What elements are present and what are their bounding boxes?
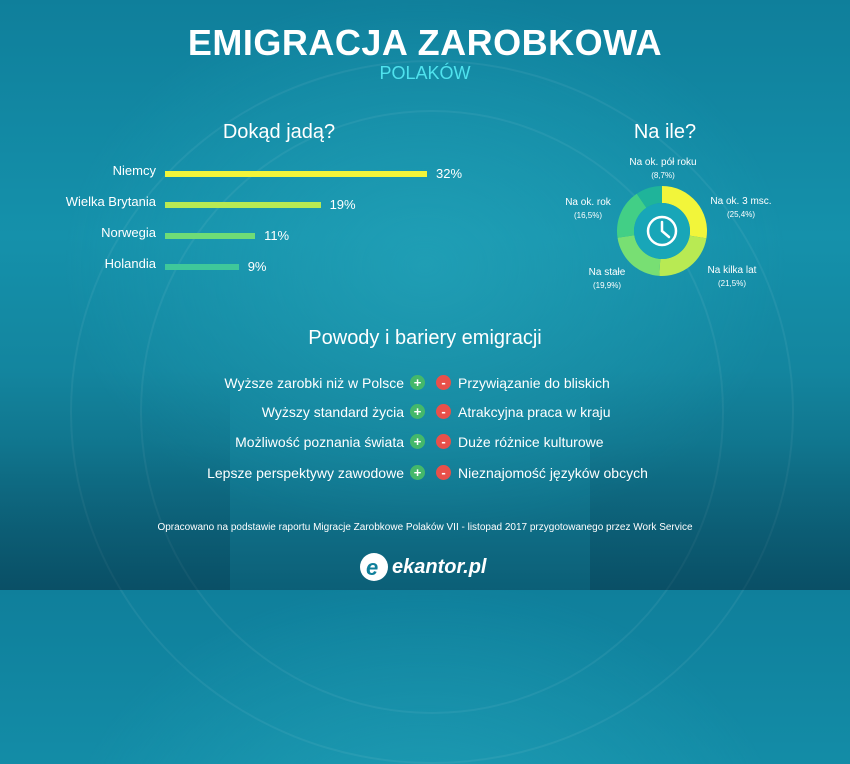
donut-label-kilka-lat: Na kilka lat (21,5%) [700, 264, 764, 290]
donut-label-text: Na ok. pół roku [629, 157, 697, 168]
destinations-bar-chart: Niemcy 32% Wielka Brytania 19% Norwegia 11% Ho… [0, 0, 850, 300]
logo-text: ekantor.pl [392, 556, 487, 578]
donut-label-value: (21,5%) [717, 279, 746, 288]
bar-category-label: Niemcy [112, 163, 156, 178]
ekantor-logo[interactable]: e ekantor.pl [360, 553, 500, 583]
bar-value-label: 9% [247, 259, 267, 274]
donut-label-value: (8,7%) [651, 171, 675, 180]
bar-category-label: Wielka Brytania [65, 194, 156, 209]
reason-row: Wyższe zarobki niż w Polsce + - Przywiąz… [0, 375, 850, 397]
donut-label-pol-roku: Na ok. pół roku (8,7%) [611, 156, 715, 182]
donut-slice [662, 186, 707, 239]
duration-heading: Na ile? [633, 121, 697, 143]
donut-slice [617, 235, 661, 276]
reason-plus: Wyższy standard życia [261, 404, 404, 420]
reason-minus: Przywiązanie do bliskich [458, 375, 610, 391]
reason-minus: Duże różnice kulturowe [458, 434, 604, 450]
bar [165, 233, 256, 239]
bar [165, 264, 239, 270]
logo-circle [360, 553, 388, 581]
bar-value-label: 19% [329, 197, 356, 212]
clock-icon [646, 215, 678, 247]
bar-category-label: Norwegia [101, 225, 156, 240]
reason-minus: Atrakcyjna praca w kraju [458, 404, 611, 420]
donut-slice [617, 193, 647, 238]
donut-label-ok-rok: Na ok. rok (16,5%) [560, 196, 616, 222]
bar-category-label: Holandia [104, 256, 156, 271]
plus-icon: + [410, 465, 425, 480]
donut-label-value: (19,9%) [592, 281, 621, 290]
minus-icon: - [436, 434, 451, 449]
bar-value-label: 11% [264, 228, 290, 243]
reason-plus: Możliwość poznania świata [235, 434, 404, 450]
donut-label-na-stale: Na stałe (19,9%) [579, 266, 635, 292]
page-title: EMIGRACJA ZAROBKOWA [187, 22, 663, 63]
bar-value-label: 32% [436, 166, 463, 181]
donut-slice [636, 186, 662, 208]
minus-icon: - [436, 375, 451, 390]
donut-label-text: Na kilka lat [707, 265, 757, 276]
donut-label-text: Na ok. rok [565, 197, 611, 208]
reason-row: Wyższy standard życia + - Atrakcyjna pra… [0, 404, 850, 426]
donut-label-value: (25,4%) [726, 210, 755, 219]
reason-plus: Lepsze perspektywy zawodowe [207, 465, 404, 481]
duration-donut-chart [617, 186, 707, 276]
plus-icon: + [410, 404, 425, 419]
donut-label-text: Na stałe [588, 267, 626, 278]
donut-label-text: Na ok. 3 msc. [710, 196, 772, 207]
logo-letter: e [366, 555, 379, 580]
donut-slice [659, 235, 707, 276]
reason-row: Możliwość poznania świata + - Duże różni… [0, 434, 850, 456]
source-note: Opracowano na podstawie raportu Migracje… [157, 522, 693, 533]
bar [165, 171, 427, 177]
minus-icon: - [436, 404, 451, 419]
reason-minus: Nieznajomość języków obcych [458, 465, 648, 481]
background-crowd-right [590, 370, 850, 590]
plus-icon: + [410, 434, 425, 449]
donut-label-value: (16,5%) [573, 211, 602, 220]
reasons-heading: Powody i bariery emigracji [308, 327, 542, 349]
bar [165, 202, 321, 208]
minus-icon: - [436, 465, 451, 480]
background-crowd-left [0, 370, 230, 590]
destinations-heading: Dokąd jadą? [222, 121, 336, 143]
donut-label-3-msc: Na ok. 3 msc. (25,4%) [706, 195, 776, 221]
page-subtitle: POLAKÓW [379, 63, 471, 83]
reason-plus: Wyższe zarobki niż w Polsce [224, 375, 404, 391]
reason-row: Lepsze perspektywy zawodowe + - Nieznajo… [0, 465, 850, 487]
plus-icon: + [410, 375, 425, 390]
